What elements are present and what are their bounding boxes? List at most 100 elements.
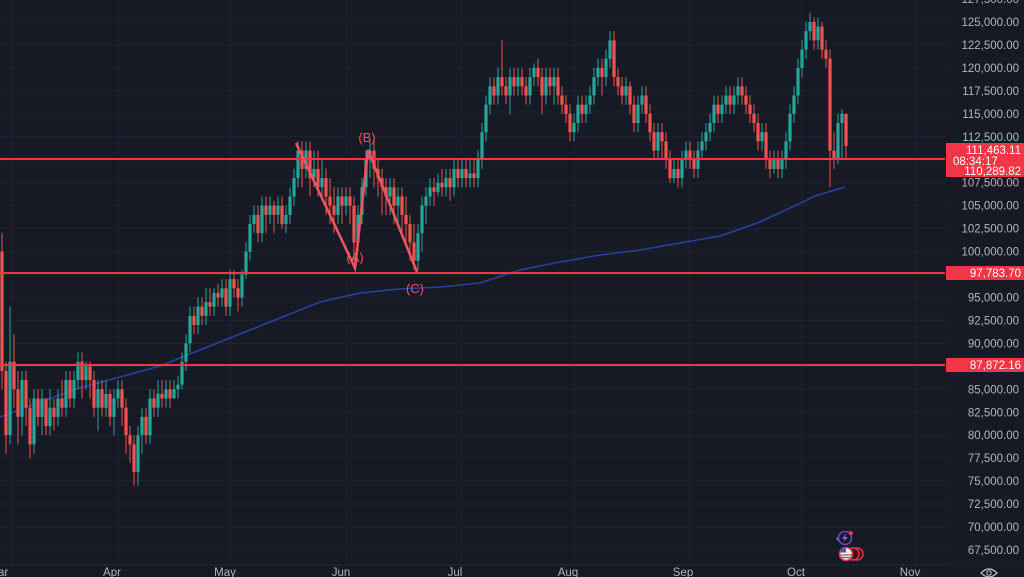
candle [512, 67, 516, 96]
candle [60, 380, 64, 417]
candle [600, 58, 604, 96]
candle [724, 86, 728, 114]
candle [812, 17, 816, 50]
candle [344, 187, 348, 215]
candle [472, 159, 476, 188]
candle [20, 370, 24, 436]
candle [96, 380, 100, 431]
candle [348, 187, 352, 225]
price-tick-label: 75,000.00 [968, 476, 1019, 488]
candle [140, 407, 144, 454]
candle [188, 306, 192, 353]
candle [216, 283, 220, 307]
candle [212, 288, 216, 316]
candle [776, 150, 780, 179]
candle [432, 178, 436, 206]
candle [604, 49, 608, 87]
candle [652, 123, 656, 160]
candle [500, 40, 504, 96]
candle [836, 113, 840, 165]
lightning-event-icon[interactable] [836, 530, 853, 546]
candle [624, 77, 628, 105]
price-tick-label: 107,500.00 [961, 178, 1019, 190]
candle [380, 168, 384, 215]
candle [768, 150, 772, 179]
candle [744, 86, 748, 114]
candle [452, 159, 456, 197]
candle [196, 297, 200, 335]
candle [704, 123, 708, 151]
candle [80, 352, 84, 399]
candle [552, 67, 556, 105]
price-tick-label: 92,500.00 [968, 315, 1019, 327]
candle [572, 113, 576, 142]
candle [204, 288, 208, 326]
candle [144, 407, 148, 445]
candle [528, 67, 532, 105]
us-flag-event-icon[interactable] [838, 546, 864, 562]
horizontal-levels[interactable] [0, 158, 945, 366]
eye-settings-icon[interactable] [980, 568, 998, 577]
wave-label: (B) [358, 130, 375, 145]
candle [760, 123, 764, 151]
candle [692, 150, 696, 179]
candle [388, 178, 392, 215]
candle [720, 95, 724, 124]
price-tick-label: 105,000.00 [961, 201, 1019, 213]
candle [748, 95, 752, 124]
time-axis[interactable]: ar Apr May Jun Jul Aug Sep Oct Nov [0, 567, 920, 577]
price-tick-label: 82,500.00 [968, 407, 1019, 419]
price-tick-label: 122,500.00 [961, 40, 1019, 52]
candle [236, 279, 240, 312]
candle [800, 40, 804, 78]
candle [180, 352, 184, 390]
price-tick-label: 117,500.00 [962, 86, 1019, 98]
candle [68, 370, 72, 408]
candle [700, 132, 704, 160]
candle [232, 269, 236, 298]
candle [36, 389, 40, 427]
candle [256, 205, 260, 243]
candle [352, 196, 356, 261]
candle [796, 58, 800, 105]
candle [152, 389, 156, 417]
price-tick-label: 102,500.00 [961, 224, 1019, 236]
wave-label: (A) [346, 250, 363, 265]
candle [544, 67, 548, 105]
candle [752, 104, 756, 133]
price-tick-label: 90,000.00 [968, 338, 1019, 350]
event-markers[interactable] [836, 530, 864, 562]
candle [592, 67, 596, 105]
candle [24, 370, 28, 427]
time-tick-label: Oct [787, 567, 806, 577]
svg-text:97,783.70: 97,783.70 [970, 268, 1021, 280]
price-tag-value: 110,289.82 [964, 166, 1021, 178]
candle [8, 306, 12, 445]
candle [16, 370, 20, 445]
price-axis[interactable]: 127,500.00 125,000.00 122,500.00 120,000.00… [945, 0, 1024, 565]
candle [464, 159, 468, 188]
candle [340, 187, 344, 225]
candle [708, 113, 712, 142]
time-tick-label: Sep [673, 567, 693, 577]
candle [164, 380, 168, 408]
candle [476, 150, 480, 188]
candle [516, 67, 520, 96]
candle [608, 31, 612, 68]
candle [444, 168, 448, 197]
candle [124, 398, 128, 454]
candle [148, 389, 152, 445]
candle [440, 168, 444, 197]
price-tick-label: 85,000.00 [968, 384, 1019, 396]
candle [0, 233, 4, 390]
candle [508, 67, 512, 114]
candle [568, 104, 572, 142]
candle [88, 361, 92, 399]
elliott-wave-drawing[interactable]: (A) (B) (C) [294, 130, 424, 296]
candle [76, 352, 80, 390]
candle [632, 95, 636, 133]
candle [688, 141, 692, 169]
